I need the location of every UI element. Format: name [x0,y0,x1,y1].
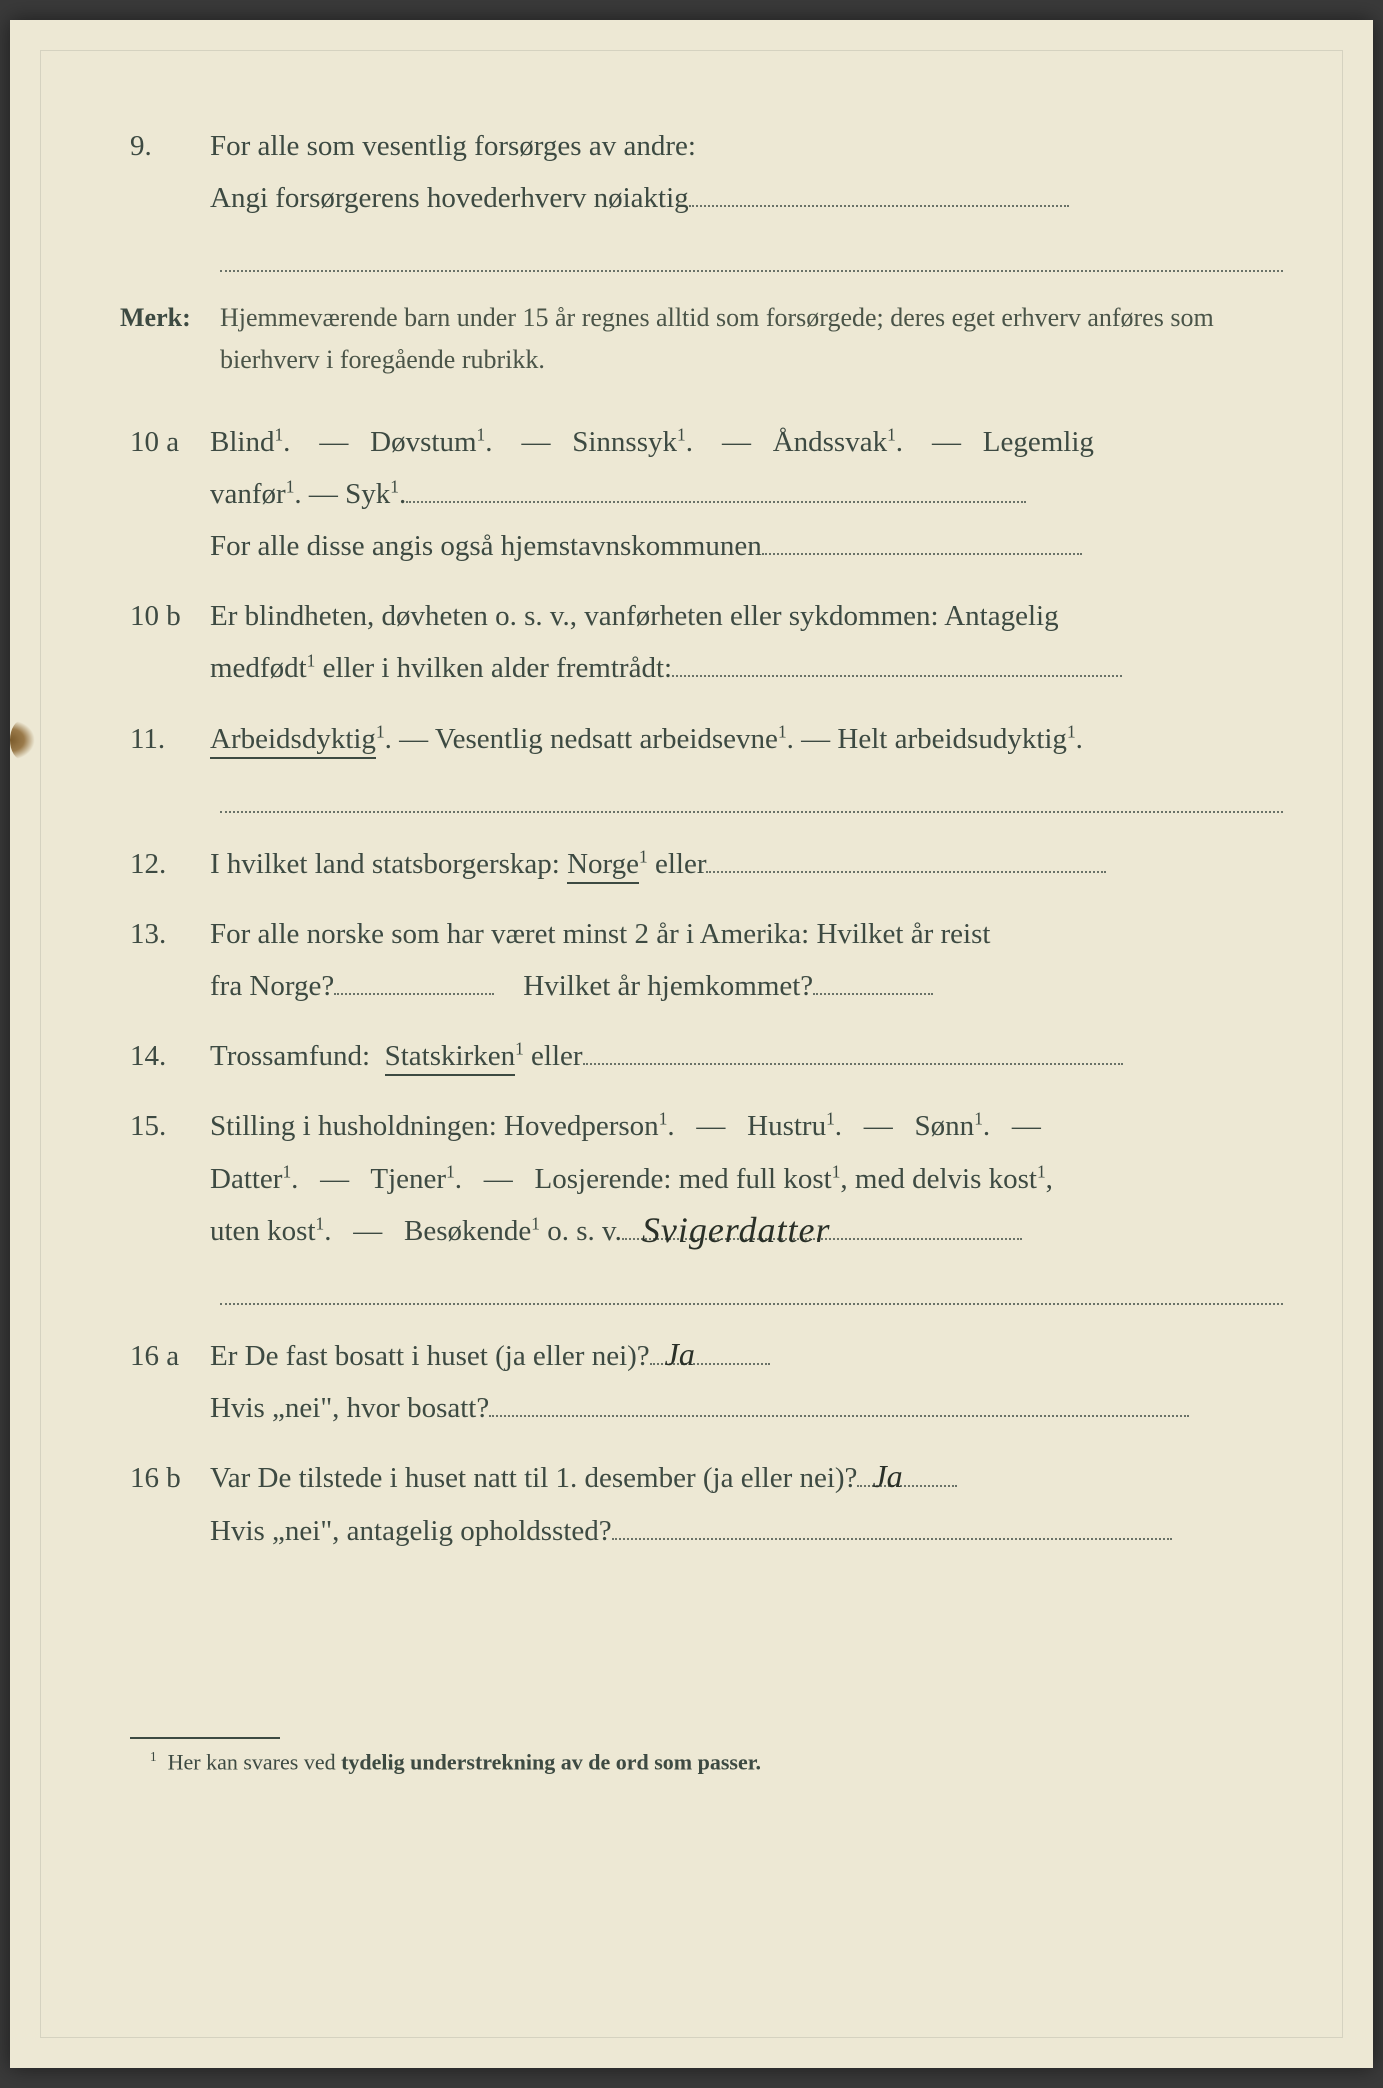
q10b-number: 10 b [120,590,210,694]
question-15: 15. Stilling i husholdningen: Hovedperso… [120,1100,1283,1257]
q11-number: 11. [120,713,210,765]
census-form-page: 9. For alle som vesentlig forsørges av a… [10,20,1373,2068]
q10a-line3: For alle disse angis også hjemstavnskomm… [210,520,1283,572]
q11-selected: Arbeidsdyktig [210,723,376,759]
q13-line2: fra Norge? Hvilket år hjemkommet? [210,960,1283,1012]
q16a-content: Er De fast bosatt i huset (ja eller nei)… [210,1330,1283,1434]
merk-text: Hjemmeværende barn under 15 år regnes al… [220,297,1283,380]
q11-content: Arbeidsdyktig1. — Vesentlig nedsatt arbe… [210,713,1283,765]
q16b-handwritten-answer: Ja [872,1448,902,1506]
question-14: 14. Trossamfund: Statskirken1 eller [120,1030,1283,1082]
q15-line1: Stilling i husholdningen: Hovedperson1. … [210,1100,1283,1152]
q10a-line1: Blind1. — Døvstum1. — Sinnssyk1. — Åndss… [210,416,1283,468]
question-11: 11. Arbeidsdyktig1. — Vesentlig nedsatt … [120,713,1283,765]
question-16b: 16 b Var De tilstede i huset natt til 1.… [120,1452,1283,1556]
paper-stain [10,720,35,760]
q15-content: Stilling i husholdningen: Hovedperson1. … [210,1100,1283,1257]
merk-note: Merk: Hjemmeværende barn under 15 år reg… [120,297,1283,380]
q15-blank-full [220,1275,1283,1305]
q16b-number: 16 b [120,1452,210,1556]
q10a-line2: vanfør1. — Syk1. [210,468,1283,520]
question-16a: 16 a Er De fast bosatt i huset (ja eller… [120,1330,1283,1434]
q10b-line1: Er blindheten, døvheten o. s. v., vanfør… [210,590,1283,642]
q10b-blank [672,644,1122,677]
q16b-blank2 [612,1506,1172,1539]
footnote: 1 Her kan svares ved tydelig understrekn… [150,1749,1283,1775]
q16a-handwritten-answer: Ja [665,1326,695,1384]
question-13: 13. For alle norske som har været minst … [120,908,1283,1012]
q14-selected: Statskirken [385,1040,516,1076]
merk-label: Merk: [120,297,220,380]
q9-blank [689,174,1069,207]
q10a-blank2 [762,522,1082,555]
q13-number: 13. [120,908,210,1012]
question-10a: 10 a Blind1. — Døvstum1. — Sinnssyk1. — … [120,416,1283,573]
q16b-line1: Var De tilstede i huset natt til 1. dese… [210,1452,1283,1504]
q16a-line2: Hvis „nei", hvor bosatt? [210,1382,1283,1434]
q9-line2: Angi forsørgerens hovederhverv nøiaktig [210,172,1283,224]
q12-blank [706,839,1106,872]
q10b-content: Er blindheten, døvheten o. s. v., vanfør… [210,590,1283,694]
q10a-content: Blind1. — Døvstum1. — Sinnssyk1. — Åndss… [210,416,1283,573]
q15-line2: Datter1. — Tjener1. — Losjerende: med fu… [210,1153,1283,1205]
q16a-line1: Er De fast bosatt i huset (ja eller nei)… [210,1330,1283,1382]
q12-selected: Norge [567,848,639,884]
q14-blank [583,1032,1123,1065]
question-12: 12. I hvilket land statsborgerskap: Norg… [120,838,1283,890]
q16b-content: Var De tilstede i huset natt til 1. dese… [210,1452,1283,1556]
q15-line3: uten kost1. — Besøkende1 o. s. v.Svigerd… [210,1205,1283,1257]
q15-handwritten-answer: Svigerdatter [642,1198,831,1263]
q16b-blank1: Ja [857,1454,957,1487]
q16a-blank1: Ja [650,1332,770,1365]
q10b-line2: medfødt1 eller i hvilken alder fremtrådt… [210,642,1283,694]
q9-blank-full [220,242,1283,272]
q9-line1: For alle som vesentlig forsørges av andr… [210,120,1283,172]
q9-number: 9. [120,120,210,224]
q13-line1: For alle norske som har været minst 2 år… [210,908,1283,960]
q10a-number: 10 a [120,416,210,573]
q13-blank2 [813,962,933,995]
q10a-blank1 [406,469,1026,502]
q14-content: Trossamfund: Statskirken1 eller [210,1030,1283,1082]
q16b-line2: Hvis „nei", antagelig opholdssted? [210,1505,1283,1557]
q9-content: For alle som vesentlig forsørges av andr… [210,120,1283,224]
q13-blank1 [334,962,494,995]
question-10b: 10 b Er blindheten, døvheten o. s. v., v… [120,590,1283,694]
q12-content: I hvilket land statsborgerskap: Norge1 e… [210,838,1283,890]
q15-number: 15. [120,1100,210,1257]
q14-number: 14. [120,1030,210,1082]
q16a-number: 16 a [120,1330,210,1434]
q12-number: 12. [120,838,210,890]
q15-blank: Svigerdatter [622,1206,1022,1239]
question-9: 9. For alle som vesentlig forsørges av a… [120,120,1283,224]
footnote-rule [130,1737,280,1739]
q11-blank-full [220,783,1283,813]
q13-content: For alle norske som har været minst 2 år… [210,908,1283,1012]
q16a-blank2 [489,1384,1189,1417]
